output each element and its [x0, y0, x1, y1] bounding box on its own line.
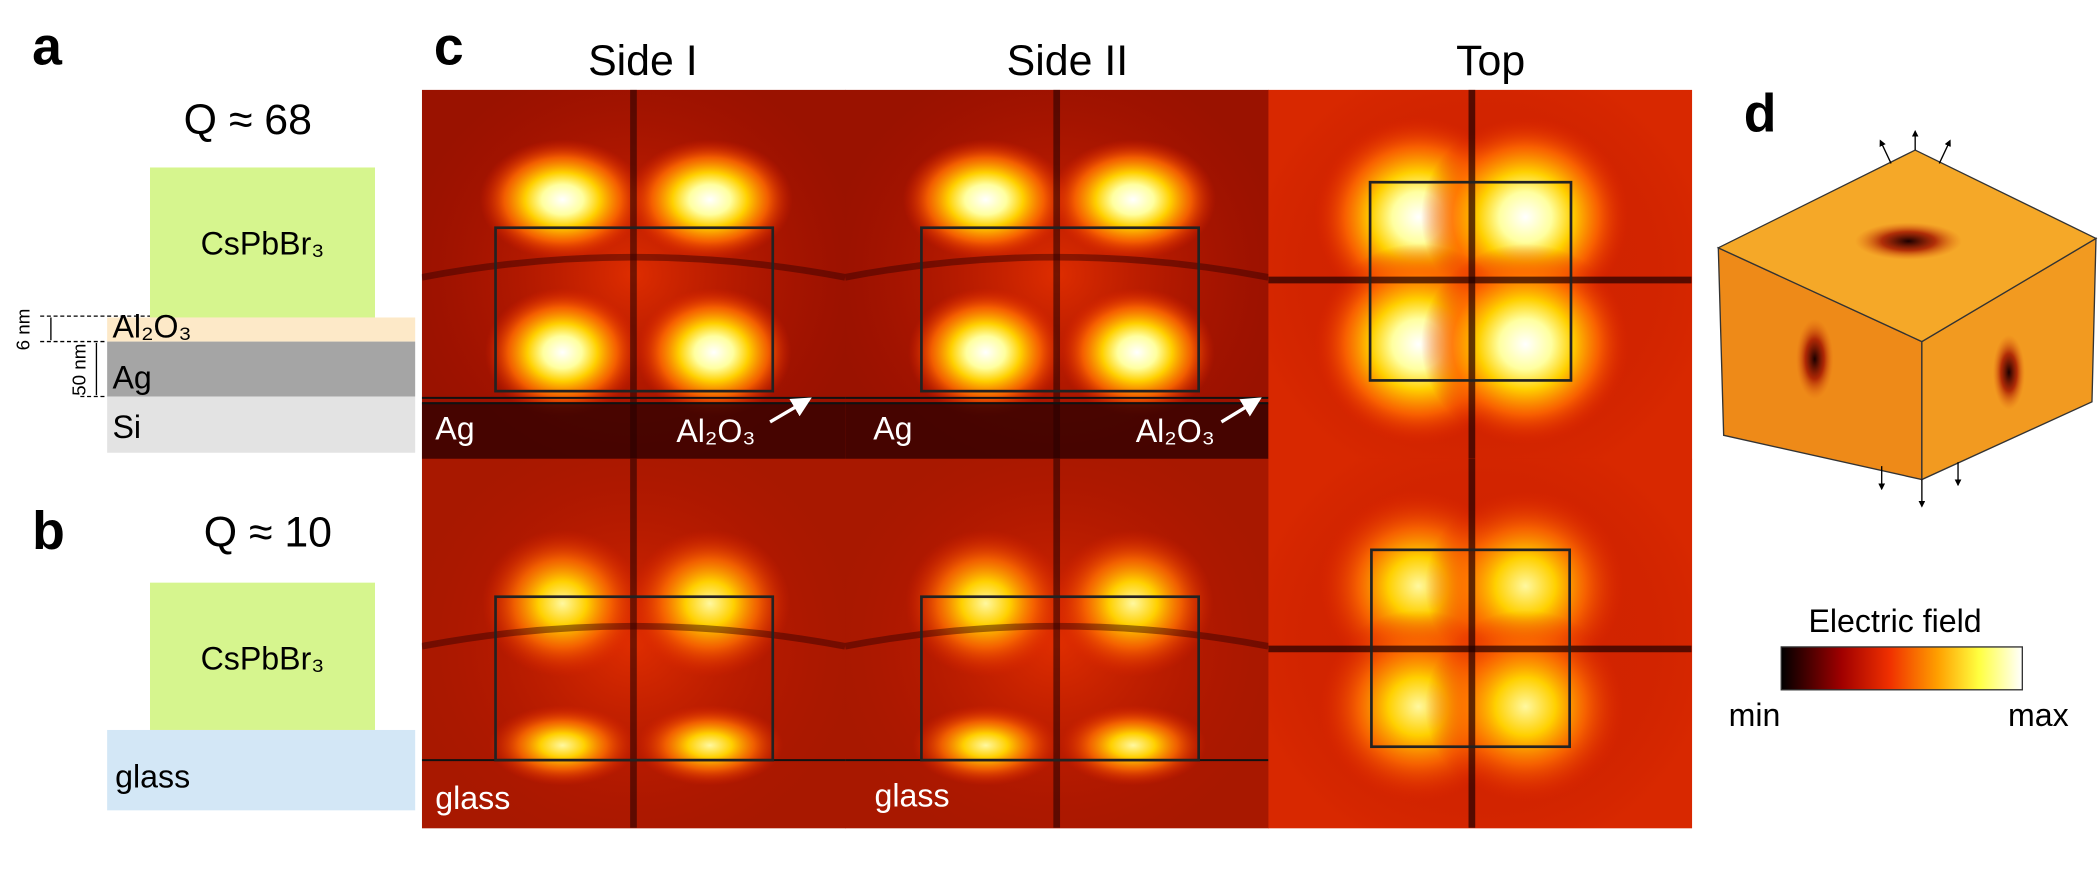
field-lobe — [908, 288, 1064, 417]
node-line — [845, 622, 1269, 650]
field-lobe — [479, 139, 646, 260]
field-lobe — [482, 529, 643, 678]
field-lobe — [626, 139, 793, 260]
panel-label: b — [32, 502, 65, 561]
field-lobe — [1425, 610, 1626, 803]
thickness-label: 6 nm — [12, 309, 33, 351]
colorbar-max: max — [2008, 697, 2069, 733]
field-map — [421, 458, 846, 829]
q-label: Q ≈ 10 — [204, 508, 332, 556]
field-map — [1268, 89, 1693, 460]
arrow — [1220, 397, 1262, 424]
node-line — [421, 622, 846, 650]
field-map — [845, 458, 1269, 829]
map-label: Ag — [873, 410, 912, 446]
crystal-outline — [1370, 548, 1571, 749]
crystal-outline — [920, 226, 1200, 393]
crystal-layer — [150, 582, 375, 730]
colorbar-title: Electric field — [1808, 603, 1981, 639]
layer-label: Al₂O₃ — [113, 309, 192, 345]
map-label: Al₂O₃ — [676, 413, 755, 449]
map-label: glass — [875, 777, 950, 813]
field-lobe — [484, 288, 641, 417]
map-label: Al₂O₃ — [1136, 413, 1215, 449]
field-map — [1268, 458, 1693, 829]
field-map — [421, 89, 846, 460]
cube — [1716, 129, 2098, 508]
vector-arrow — [1938, 139, 1951, 164]
field-lobe — [1059, 705, 1207, 786]
substrate-layer — [107, 729, 416, 811]
map-label: glass — [435, 780, 510, 816]
crystal-layer — [150, 167, 375, 318]
node-line — [845, 253, 1269, 281]
layer-label: Si — [113, 409, 142, 445]
thickness-label: 50 nm — [69, 344, 90, 396]
panel-label: c — [434, 17, 464, 76]
panel-label: d — [1744, 84, 1777, 143]
colorbar — [1780, 646, 2023, 691]
layer-label: glass — [115, 759, 190, 795]
field-lobe — [1050, 139, 1217, 260]
vector-arrow — [1879, 139, 1892, 164]
field-node — [1795, 318, 1834, 400]
map-labels: Ag Al₂O₃ Ag Al₂O₃ glass glass — [435, 397, 1262, 816]
field-lobe — [1059, 288, 1215, 417]
field-lobe — [636, 705, 784, 786]
field-lobe — [902, 139, 1069, 260]
crystal-outline — [494, 226, 775, 393]
field-map — [845, 89, 1269, 460]
crystal-outline — [494, 595, 775, 762]
crystal-outline — [1368, 180, 1573, 382]
layer-label: CsPbBr₃ — [201, 641, 325, 677]
metal-region — [845, 403, 1269, 459]
metal-region — [421, 403, 846, 459]
spacer-layer — [107, 317, 416, 342]
node-line — [421, 253, 846, 281]
panel-label: a — [32, 17, 63, 76]
column-header: Side I — [588, 37, 698, 85]
q-label: Q ≈ 68 — [184, 96, 312, 144]
colorbar-min: min — [1729, 697, 1781, 733]
field-node — [1992, 334, 2025, 410]
field-lobe — [1420, 243, 1630, 445]
field-lobe — [912, 705, 1060, 786]
map-label: Ag — [435, 410, 474, 446]
metal-layer — [107, 341, 416, 397]
substrate-layer — [107, 396, 416, 453]
crystal-outline — [920, 595, 1200, 762]
field-node — [1854, 222, 1963, 260]
field-maps — [421, 89, 1693, 829]
field-lobe — [488, 705, 637, 786]
layer-label: CsPbBr₃ — [201, 226, 325, 262]
field-lobe — [629, 529, 791, 678]
arrow — [769, 397, 812, 424]
field-lobe — [636, 288, 792, 417]
layer-label: Ag — [113, 359, 152, 395]
column-header: Side II — [1007, 37, 1128, 85]
field-lobe — [1052, 529, 1214, 678]
field-lobe — [905, 529, 1067, 678]
column-header: Top — [1456, 37, 1525, 85]
